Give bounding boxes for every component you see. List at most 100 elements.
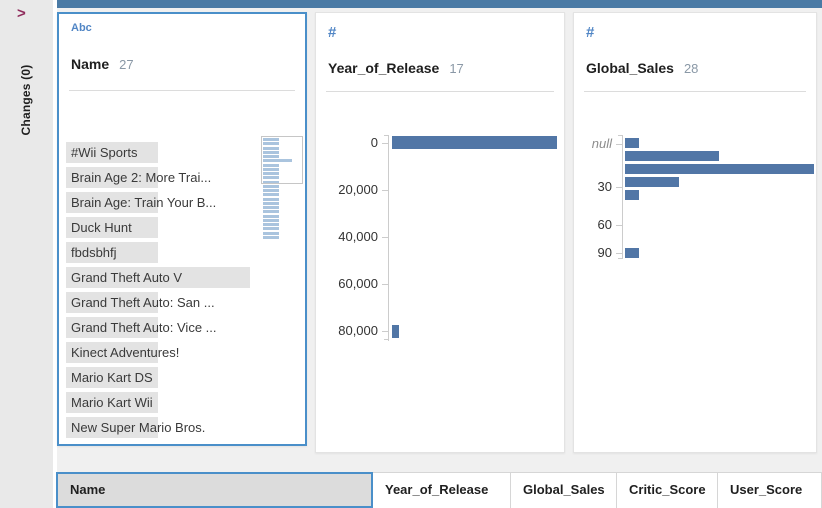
minimap-bar bbox=[263, 227, 279, 231]
minimap-bar bbox=[263, 223, 279, 226]
minimap-bar bbox=[263, 159, 292, 163]
axis-tick bbox=[618, 135, 622, 136]
minimap-bar bbox=[263, 218, 279, 222]
histogram-bar[interactable] bbox=[625, 164, 814, 174]
value-frequency-bar bbox=[66, 367, 158, 388]
minimap-bar bbox=[263, 184, 279, 188]
axis-tick-label: 60 bbox=[597, 217, 612, 232]
minimap-bar bbox=[263, 210, 279, 214]
axis-tick-label: null bbox=[591, 136, 612, 151]
value-row[interactable]: Grand Theft Auto: Vice ... bbox=[66, 317, 217, 338]
minimap-bar bbox=[263, 138, 279, 141]
value-label: Duck Hunt bbox=[71, 220, 132, 235]
field-distinct-count: 28 bbox=[683, 61, 699, 76]
histogram-bar[interactable] bbox=[625, 190, 639, 200]
value-row[interactable]: Brain Age: Train Your B... bbox=[66, 192, 217, 213]
scroll-minimap[interactable] bbox=[261, 136, 307, 258]
histogram-bar[interactable] bbox=[625, 138, 639, 148]
histogram-global-sales: null 30 60 90 bbox=[574, 13, 816, 452]
minimap-viewport[interactable] bbox=[261, 136, 303, 184]
minimap-bar bbox=[263, 176, 279, 180]
grid-column-header-name[interactable]: Name bbox=[56, 472, 373, 508]
value-label: Grand Theft Auto: Vice ... bbox=[71, 320, 217, 335]
value-row[interactable]: #Wii Sports bbox=[66, 142, 217, 163]
value-row[interactable]: Brain Age 2: More Trai... bbox=[66, 167, 217, 188]
field-type-icon-number[interactable]: # bbox=[328, 24, 337, 41]
axis-tick-label: 40,000 bbox=[338, 229, 378, 244]
value-row[interactable]: Duck Hunt bbox=[66, 217, 217, 238]
value-label: Mario Kart DS bbox=[71, 370, 153, 385]
minimap-bar bbox=[263, 189, 279, 192]
axis-tick bbox=[384, 339, 388, 340]
value-row[interactable]: fbdsbhfj bbox=[66, 242, 217, 263]
field-distinct-count: 17 bbox=[449, 61, 464, 76]
minimap-bar bbox=[263, 167, 279, 171]
axis-tick bbox=[616, 144, 622, 145]
histogram-bar[interactable] bbox=[625, 151, 719, 161]
field-card-year-of-release[interactable]: # Year_of_Release 17 0 20,000 40,000 60,000 8… bbox=[315, 12, 565, 453]
field-name: Year_of_Release bbox=[328, 60, 440, 76]
minimap-bar bbox=[263, 197, 279, 201]
value-label: Kinect Adventures! bbox=[71, 345, 180, 360]
value-row[interactable]: Kinect Adventures! bbox=[66, 342, 217, 363]
grid-column-header-year_of_release[interactable]: Year_of_Release bbox=[373, 472, 511, 508]
field-name: Name bbox=[71, 56, 110, 72]
value-frequency-bar bbox=[66, 217, 158, 238]
minimap-bar bbox=[263, 201, 279, 205]
field-type-icon-string[interactable]: Abc bbox=[71, 22, 92, 34]
grid-column-header-user_score[interactable]: User_Score bbox=[718, 472, 822, 508]
minimap-bar bbox=[263, 193, 279, 197]
data-grid-header: Name Year_of_Release Global_Sales Critic_Sc… bbox=[56, 472, 822, 508]
field-card-header: Name 27 bbox=[71, 56, 293, 73]
value-frequency-bar bbox=[66, 342, 158, 363]
expand-changes-panel-icon[interactable]: > bbox=[17, 5, 26, 22]
axis-tick bbox=[382, 284, 388, 285]
value-label: Brain Age 2: More Trai... bbox=[71, 170, 212, 185]
value-row[interactable]: Mario Kart DS bbox=[66, 367, 217, 388]
value-frequency-bar bbox=[66, 392, 158, 413]
grid-column-header-global_sales[interactable]: Global_Sales bbox=[511, 472, 617, 508]
minimap-bar bbox=[263, 163, 279, 167]
value-label: Mario Kart Wii bbox=[71, 395, 153, 410]
value-row[interactable]: New Super Mario Bros. bbox=[66, 417, 217, 438]
axis-tick-label: 60,000 bbox=[338, 276, 378, 291]
value-label: fbdsbhfj bbox=[71, 245, 117, 260]
axis-tick-label: 90 bbox=[597, 245, 612, 260]
value-list: #Wii Sports Brain Age 2: More Trai... Brai… bbox=[66, 142, 250, 442]
value-frequency-bar bbox=[66, 242, 158, 263]
value-row[interactable]: Mario Kart Wii bbox=[66, 392, 217, 413]
field-card-header: Global_Sales 28 bbox=[586, 60, 804, 77]
axis-tick-label: 30 bbox=[597, 179, 612, 194]
axis-tick bbox=[382, 190, 388, 191]
axis-tick bbox=[384, 135, 388, 136]
minimap-bar bbox=[263, 142, 279, 146]
histogram-bar[interactable] bbox=[392, 325, 399, 338]
axis-tick-label: 20,000 bbox=[338, 182, 378, 197]
field-card-global-sales[interactable]: # Global_Sales 28 null 30 60 90 bbox=[573, 12, 817, 453]
axis-tick bbox=[382, 237, 388, 238]
value-label: Grand Theft Auto: San ... bbox=[71, 295, 215, 310]
minimap-bar bbox=[263, 214, 279, 218]
minimap-bar bbox=[263, 155, 279, 158]
minimap-bar bbox=[263, 235, 279, 239]
value-row[interactable]: Grand Theft Auto V bbox=[66, 267, 250, 288]
histogram-bar[interactable] bbox=[392, 136, 557, 149]
minimap-bar bbox=[263, 172, 279, 175]
field-name: Global_Sales bbox=[586, 60, 674, 76]
grid-column-header-critic_score[interactable]: Critic_Score bbox=[617, 472, 718, 508]
minimap-bar bbox=[263, 206, 279, 209]
field-card-name[interactable]: Abc Name 27 #Wii Sports Brain Age 2: More … bbox=[57, 12, 307, 446]
field-type-icon-number[interactable]: # bbox=[586, 24, 595, 41]
axis-tick bbox=[618, 258, 622, 259]
axis-tick-label: 0 bbox=[370, 135, 378, 150]
value-frequency-bar bbox=[66, 267, 250, 288]
histogram-bar[interactable] bbox=[625, 177, 679, 187]
axis-tick bbox=[382, 143, 388, 144]
value-label: New Super Mario Bros. bbox=[71, 420, 206, 435]
card-header-divider bbox=[69, 90, 295, 91]
axis-tick bbox=[616, 253, 622, 254]
value-frequency-bar bbox=[66, 317, 158, 338]
axis-tick bbox=[616, 225, 622, 226]
histogram-bar[interactable] bbox=[625, 248, 639, 258]
value-row[interactable]: Grand Theft Auto: San ... bbox=[66, 292, 217, 313]
